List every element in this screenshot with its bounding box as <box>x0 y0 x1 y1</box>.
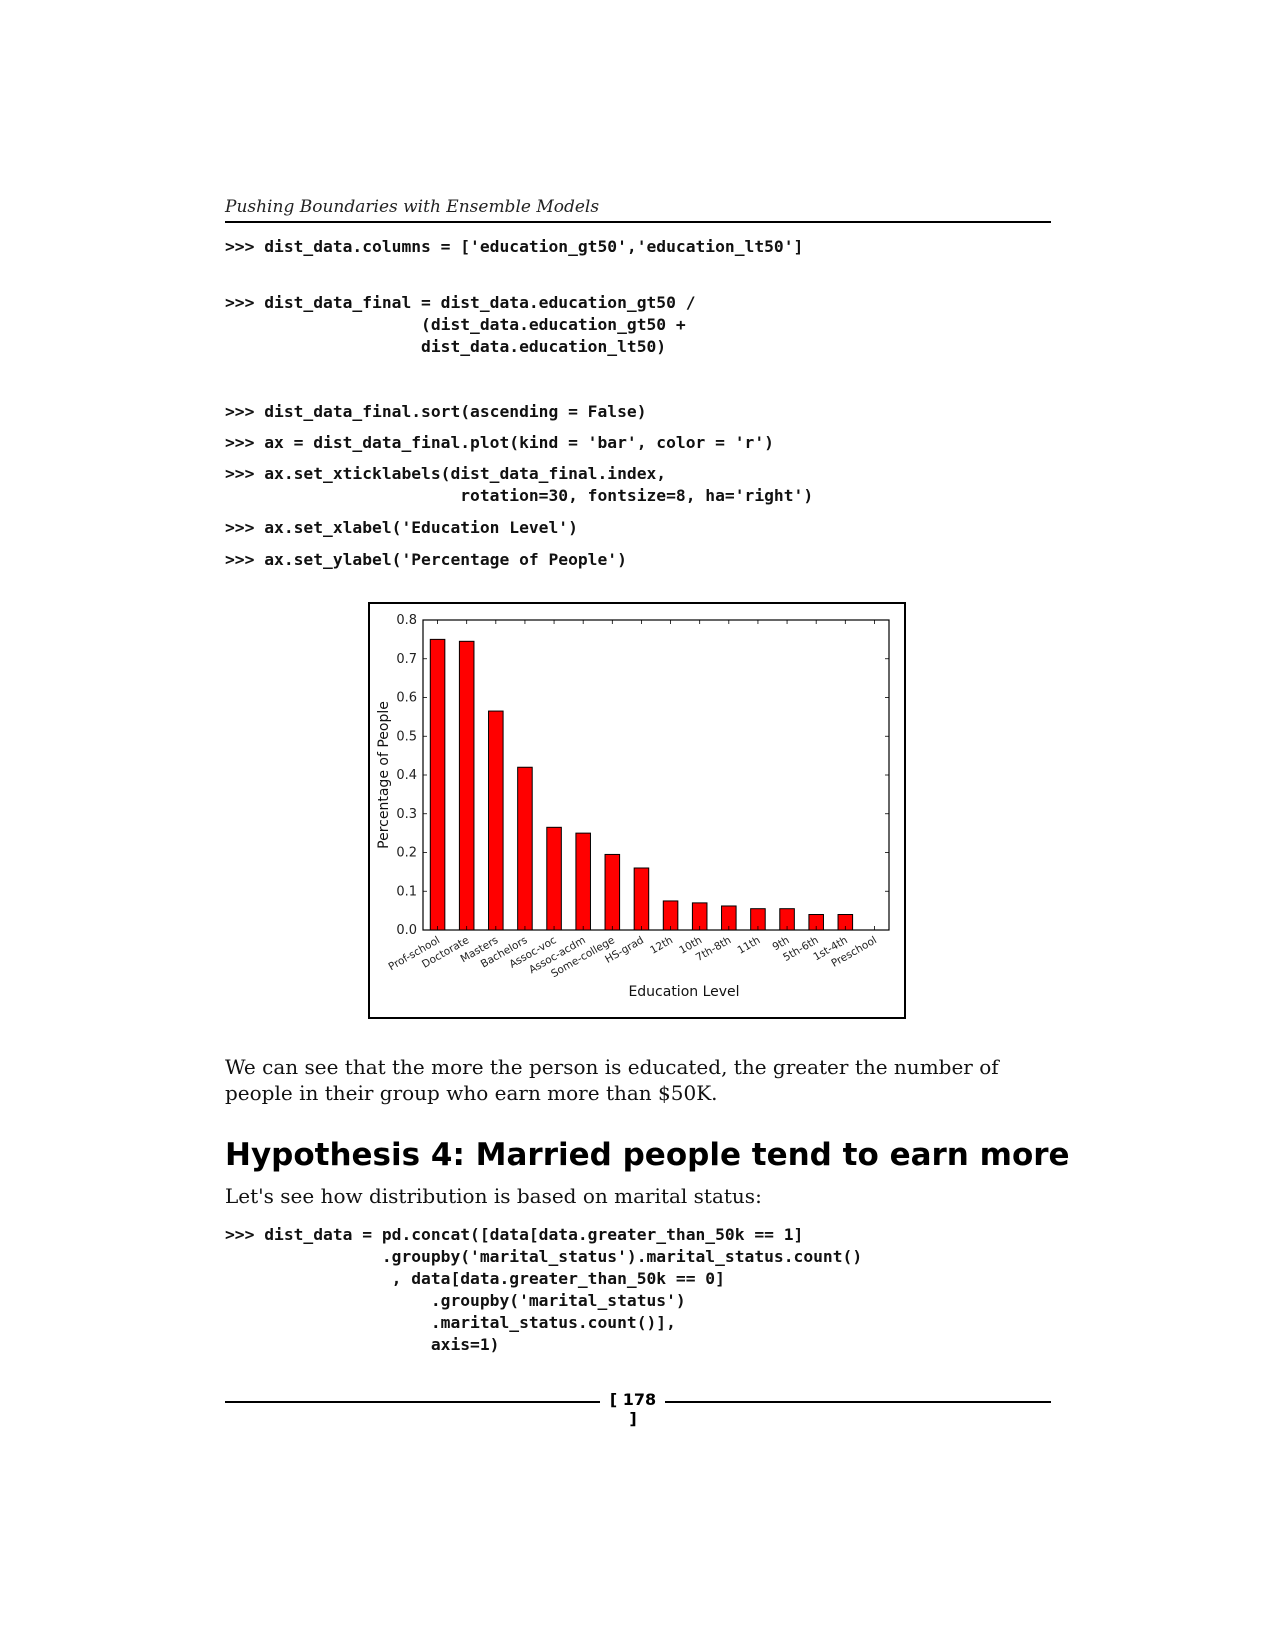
code-xlabel: >>> ax.set_xlabel('Education Level') <box>225 518 578 537</box>
y-tick-label: 0.6 <box>396 691 417 706</box>
code-ylabel: >>> ax.set_ylabel('Percentage of People'… <box>225 550 627 569</box>
bar <box>575 832 591 931</box>
y-tick-label: 0.3 <box>396 807 417 822</box>
code-sort: >>> dist_data_final.sort(ascending = Fal… <box>225 402 647 421</box>
code-concat: >>> dist_data = pd.concat([data[data.gre… <box>225 1225 863 1354</box>
y-tick-label: 0.1 <box>396 884 417 899</box>
x-axis-label: Education Level <box>628 984 739 1000</box>
x-tick-label: 11th <box>736 934 763 956</box>
bar <box>458 640 475 931</box>
bar <box>546 826 562 931</box>
bar <box>633 867 650 931</box>
code-xticks: >>> ax.set_xticklabels(dist_data_final.i… <box>225 464 814 505</box>
bar <box>604 853 621 931</box>
body-paragraph: We can see that the more the person is e… <box>225 1055 999 1105</box>
running-header: Pushing Boundaries with Ensemble Models <box>225 197 600 217</box>
header-rule <box>225 221 1051 223</box>
code-final: >>> dist_data_final = dist_data.educatio… <box>225 293 696 356</box>
chart-figure: 0.0 0.1 0.2 0.3 0.4 0.5 0.6 0.7 0.8 Prof-school D… <box>368 602 906 1019</box>
bar-chart: 0.00.10.20.30.40.50.60.70.8 Prof-schoolD… <box>376 613 890 1000</box>
footer-rule-right <box>665 1401 1051 1403</box>
section-heading: Hypothesis 4: Married people tend to ear… <box>225 1137 1070 1173</box>
y-tick-label: 0.8 <box>396 613 417 628</box>
footer-rule-left <box>225 1401 600 1403</box>
bar <box>517 766 533 931</box>
y-tick-label: 0.7 <box>396 652 417 667</box>
y-tick-label: 0.5 <box>396 729 417 744</box>
intro-paragraph: Let's see how distribution is based on m… <box>225 1184 762 1208</box>
bar <box>691 902 708 931</box>
y-axis-label: Percentage of People <box>376 701 392 849</box>
code-columns: >>> dist_data.columns = ['education_gt50… <box>225 237 804 256</box>
y-tick-label: 0.0 <box>396 923 417 938</box>
page-number: [ 178 ] <box>609 1390 657 1428</box>
bar <box>662 900 679 931</box>
y-tick-label: 0.4 <box>396 768 417 783</box>
bar <box>429 638 446 931</box>
y-tick-label: 0.2 <box>396 846 417 861</box>
x-tick-label: 12th <box>648 934 675 956</box>
bar <box>488 710 504 931</box>
code-plot: >>> ax = dist_data_final.plot(kind = 'ba… <box>225 433 774 452</box>
